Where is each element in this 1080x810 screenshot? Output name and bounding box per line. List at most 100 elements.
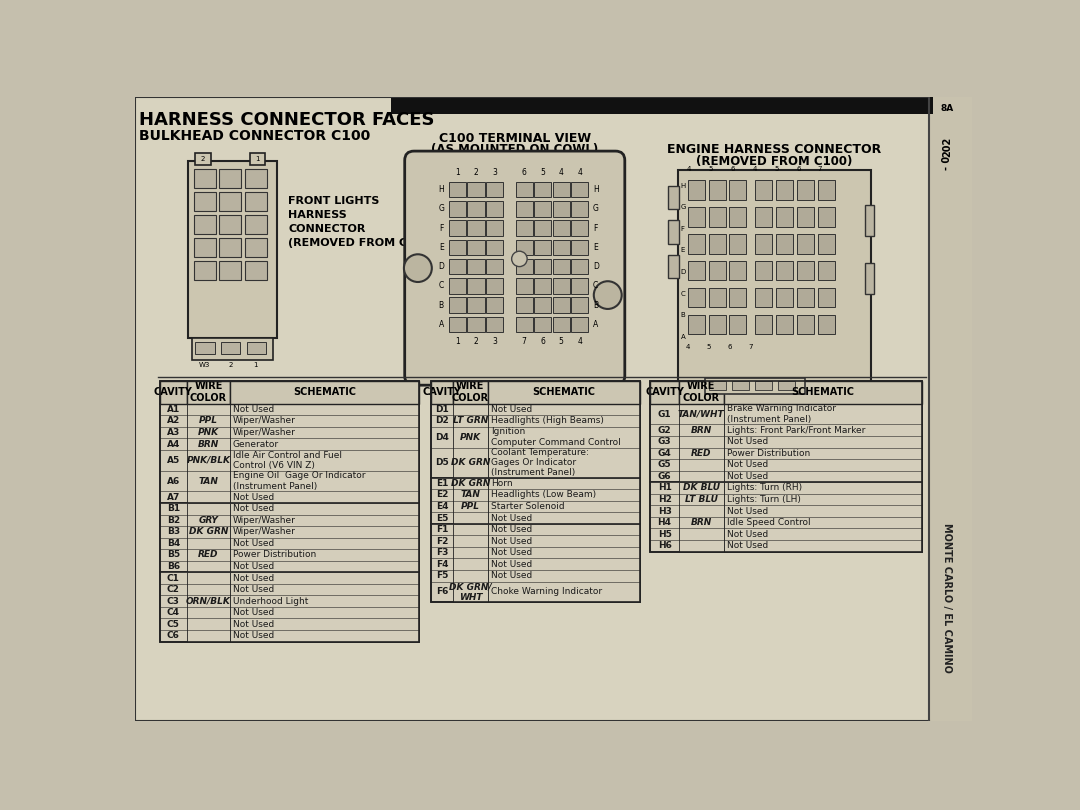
Text: Not Used: Not Used xyxy=(490,514,531,522)
Bar xyxy=(571,317,589,332)
Bar xyxy=(245,215,267,234)
Bar xyxy=(230,403,419,503)
Text: 7: 7 xyxy=(748,344,753,351)
Bar xyxy=(449,201,465,216)
Text: Not Used: Not Used xyxy=(727,506,768,516)
Bar xyxy=(755,261,772,280)
Bar xyxy=(449,240,465,255)
Bar xyxy=(650,381,921,552)
Text: BULKHEAD CONNECTOR C100: BULKHEAD CONNECTOR C100 xyxy=(139,129,370,143)
Text: Not Used: Not Used xyxy=(490,525,531,534)
Bar xyxy=(135,379,930,722)
Text: Headlights (High Beams): Headlights (High Beams) xyxy=(490,416,604,425)
Text: B: B xyxy=(438,301,444,309)
Bar xyxy=(486,259,503,275)
Bar xyxy=(486,278,503,293)
Text: 4: 4 xyxy=(687,166,691,172)
Text: Lights: Turn (RH): Lights: Turn (RH) xyxy=(727,484,801,492)
Text: CAVITY: CAVITY xyxy=(422,387,461,397)
Bar xyxy=(194,192,216,211)
Text: B2: B2 xyxy=(167,516,180,525)
Bar xyxy=(553,317,570,332)
Text: 6: 6 xyxy=(727,344,731,351)
Bar xyxy=(515,317,532,332)
Text: E2: E2 xyxy=(436,490,448,500)
Text: 3: 3 xyxy=(492,338,497,347)
Bar xyxy=(688,315,704,335)
Text: A3: A3 xyxy=(166,428,180,437)
Text: ENGINE HARNESS CONNECTOR: ENGINE HARNESS CONNECTOR xyxy=(667,143,881,156)
Bar xyxy=(160,381,419,642)
Text: Not Used: Not Used xyxy=(233,505,274,514)
Text: Wiper/Washer: Wiper/Washer xyxy=(233,527,296,536)
Text: 7: 7 xyxy=(818,166,822,172)
Text: Wiper/Washer: Wiper/Washer xyxy=(233,428,296,437)
Text: F6: F6 xyxy=(436,587,448,596)
Text: Not Used: Not Used xyxy=(233,585,274,594)
Text: Not Used: Not Used xyxy=(233,620,274,629)
Bar xyxy=(245,238,267,258)
Text: G2: G2 xyxy=(658,426,672,435)
Text: Brake Warning Indicator
(Instrument Panel): Brake Warning Indicator (Instrument Pane… xyxy=(727,404,836,424)
Text: 202: 202 xyxy=(942,137,953,157)
Text: B5: B5 xyxy=(167,551,180,560)
Bar xyxy=(486,220,503,236)
Text: PNK/BLK: PNK/BLK xyxy=(187,456,230,465)
Bar xyxy=(708,315,726,335)
Text: G6: G6 xyxy=(658,472,672,481)
FancyBboxPatch shape xyxy=(405,151,625,386)
Bar xyxy=(486,201,503,216)
Bar xyxy=(487,403,640,478)
Bar xyxy=(729,234,746,254)
Bar xyxy=(453,403,487,478)
Text: PNK: PNK xyxy=(460,433,481,441)
Text: Not Used: Not Used xyxy=(233,562,274,571)
Text: G: G xyxy=(438,204,444,213)
Text: BRN: BRN xyxy=(690,426,712,435)
Text: Idle Speed Control: Idle Speed Control xyxy=(727,518,810,527)
Text: 4: 4 xyxy=(578,168,582,177)
Text: G1: G1 xyxy=(658,410,672,419)
Text: SCHEMATIC: SCHEMATIC xyxy=(532,387,595,397)
Text: BRN: BRN xyxy=(690,518,712,527)
Bar xyxy=(818,261,835,280)
Text: B4: B4 xyxy=(166,539,180,548)
Bar xyxy=(729,261,746,280)
Bar xyxy=(797,234,814,254)
Text: Not Used: Not Used xyxy=(727,460,768,469)
Bar xyxy=(818,234,835,254)
Bar xyxy=(775,288,793,308)
Text: TAN/WHT: TAN/WHT xyxy=(678,410,725,419)
Bar xyxy=(775,207,793,227)
Text: G5: G5 xyxy=(658,460,672,469)
Bar xyxy=(515,201,532,216)
Text: 2: 2 xyxy=(474,338,478,347)
Text: E4: E4 xyxy=(436,502,448,511)
Bar xyxy=(535,278,551,293)
Bar xyxy=(187,403,230,503)
Text: F: F xyxy=(680,226,685,232)
Bar xyxy=(724,482,921,552)
Text: B3: B3 xyxy=(167,527,180,536)
Text: Not Used: Not Used xyxy=(727,541,768,550)
Bar xyxy=(230,503,419,573)
Bar xyxy=(245,168,267,188)
Text: WIRE
COLOR: WIRE COLOR xyxy=(451,382,489,403)
Bar xyxy=(708,288,726,308)
Bar xyxy=(160,381,187,403)
Bar xyxy=(187,381,230,403)
Text: 1: 1 xyxy=(455,168,460,177)
Bar xyxy=(755,288,772,308)
Text: 2: 2 xyxy=(474,168,478,177)
Bar xyxy=(797,207,814,227)
Text: C1: C1 xyxy=(167,573,180,582)
Bar xyxy=(571,182,589,198)
Bar xyxy=(755,181,772,199)
Text: Coolant Temperature:
Gages Or Indicator
(Instrument Panel): Coolant Temperature: Gages Or Indicator … xyxy=(490,448,589,477)
Text: Not Used: Not Used xyxy=(727,530,768,539)
Text: C2: C2 xyxy=(167,585,180,594)
Bar xyxy=(865,205,875,236)
Text: A1: A1 xyxy=(166,405,180,414)
Bar xyxy=(449,278,465,293)
Bar xyxy=(553,220,570,236)
